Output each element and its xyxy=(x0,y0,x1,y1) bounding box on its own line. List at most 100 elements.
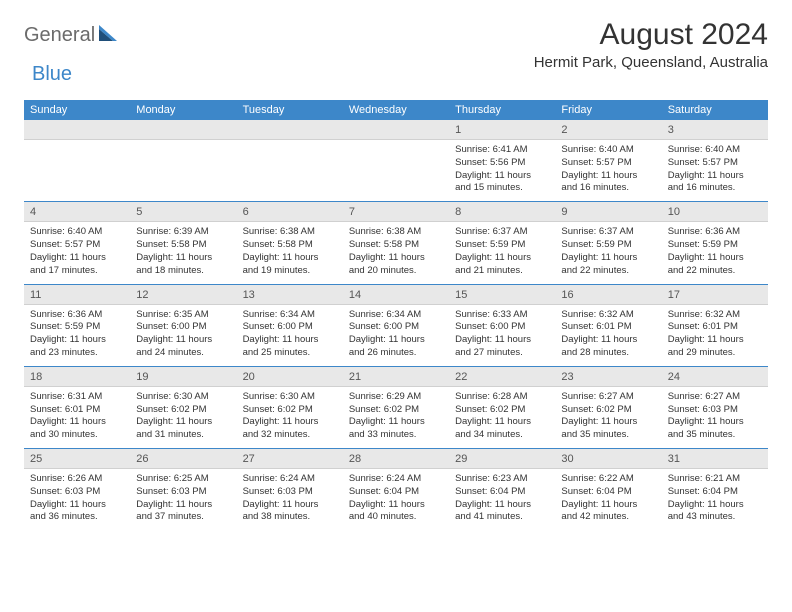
day-cell: Sunrise: 6:25 AMSunset: 6:03 PMDaylight:… xyxy=(130,469,236,530)
day-number: 3 xyxy=(662,120,768,139)
day-detail-line: Sunset: 6:01 PM xyxy=(668,321,762,334)
day-detail-line: Sunrise: 6:30 AM xyxy=(136,391,230,404)
day-detail-line: Sunrise: 6:38 AM xyxy=(349,226,443,239)
day-detail-line: Sunrise: 6:24 AM xyxy=(243,473,337,486)
day-detail-line: Sunrise: 6:40 AM xyxy=(30,226,124,239)
day-detail-line: Sunset: 6:02 PM xyxy=(243,404,337,417)
day-number: 8 xyxy=(449,202,555,221)
day-detail-line: Sunrise: 6:36 AM xyxy=(30,309,124,322)
day-cell: Sunrise: 6:34 AMSunset: 6:00 PMDaylight:… xyxy=(237,305,343,366)
day-detail-line: Sunset: 6:00 PM xyxy=(455,321,549,334)
day-number: 5 xyxy=(130,202,236,221)
day-cell: Sunrise: 6:38 AMSunset: 5:58 PMDaylight:… xyxy=(237,222,343,283)
day-detail-line: Sunset: 6:02 PM xyxy=(136,404,230,417)
day-detail-line: Daylight: 11 hours xyxy=(561,416,655,429)
day-detail-line: Sunset: 6:03 PM xyxy=(136,486,230,499)
day-number: 15 xyxy=(449,285,555,304)
day-cell: Sunrise: 6:32 AMSunset: 6:01 PMDaylight:… xyxy=(662,305,768,366)
day-number xyxy=(130,120,236,139)
day-detail-line: Sunset: 5:57 PM xyxy=(561,157,655,170)
day-number: 1 xyxy=(449,120,555,139)
day-number xyxy=(237,120,343,139)
week-row: 18192021222324Sunrise: 6:31 AMSunset: 6:… xyxy=(24,367,768,449)
day-number: 31 xyxy=(662,449,768,468)
day-detail-line: Daylight: 11 hours xyxy=(561,334,655,347)
day-detail-line: Sunrise: 6:25 AM xyxy=(136,473,230,486)
brand-text-2: Blue xyxy=(32,63,72,86)
day-number-row: 45678910 xyxy=(24,202,768,222)
day-detail-line: Sunrise: 6:37 AM xyxy=(561,226,655,239)
day-detail-line: Sunrise: 6:23 AM xyxy=(455,473,549,486)
day-detail-line: Daylight: 11 hours xyxy=(349,252,443,265)
day-detail-line: Sunset: 6:02 PM xyxy=(349,404,443,417)
day-detail-line: Daylight: 11 hours xyxy=(349,334,443,347)
day-detail-line: and 31 minutes. xyxy=(136,429,230,442)
calendar-page: General August 2024 Hermit Park, Queensl… xyxy=(0,0,792,542)
day-detail-line: Sunset: 6:04 PM xyxy=(668,486,762,499)
day-cell: Sunrise: 6:36 AMSunset: 5:59 PMDaylight:… xyxy=(24,305,130,366)
weekday-header: Friday xyxy=(555,100,661,120)
day-detail-line: Sunset: 5:58 PM xyxy=(243,239,337,252)
day-detail-line: Daylight: 11 hours xyxy=(668,252,762,265)
day-cell: Sunrise: 6:24 AMSunset: 6:03 PMDaylight:… xyxy=(237,469,343,530)
day-number: 20 xyxy=(237,367,343,386)
day-detail-line: Sunset: 6:00 PM xyxy=(243,321,337,334)
day-number: 7 xyxy=(343,202,449,221)
month-title: August 2024 xyxy=(534,18,768,52)
day-detail-line: Sunset: 5:58 PM xyxy=(136,239,230,252)
day-detail-line: Sunset: 5:57 PM xyxy=(30,239,124,252)
day-detail-line: Daylight: 11 hours xyxy=(455,499,549,512)
brand-text-1: General xyxy=(24,24,95,47)
location-text: Hermit Park, Queensland, Australia xyxy=(534,54,768,71)
day-detail-line: Daylight: 11 hours xyxy=(136,252,230,265)
day-number: 29 xyxy=(449,449,555,468)
day-cell: Sunrise: 6:39 AMSunset: 5:58 PMDaylight:… xyxy=(130,222,236,283)
day-cell: Sunrise: 6:21 AMSunset: 6:04 PMDaylight:… xyxy=(662,469,768,530)
day-detail-line: Daylight: 11 hours xyxy=(243,499,337,512)
brand-flag-icon xyxy=(99,25,121,46)
day-detail-line: Sunrise: 6:22 AM xyxy=(561,473,655,486)
day-cell: Sunrise: 6:41 AMSunset: 5:56 PMDaylight:… xyxy=(449,140,555,201)
weeks-container: 123Sunrise: 6:41 AMSunset: 5:56 PMDaylig… xyxy=(24,120,768,530)
day-detail-line: Sunset: 6:03 PM xyxy=(30,486,124,499)
day-number: 27 xyxy=(237,449,343,468)
day-detail-line: and 19 minutes. xyxy=(243,265,337,278)
day-detail-line: Sunset: 6:00 PM xyxy=(136,321,230,334)
day-detail-line: Daylight: 11 hours xyxy=(136,499,230,512)
day-detail-line: Sunrise: 6:28 AM xyxy=(455,391,549,404)
day-detail-line: Sunset: 5:57 PM xyxy=(668,157,762,170)
day-detail-line: Daylight: 11 hours xyxy=(455,416,549,429)
day-detail-line: Sunset: 5:59 PM xyxy=(668,239,762,252)
day-detail-line: Sunrise: 6:30 AM xyxy=(243,391,337,404)
day-detail-line: and 22 minutes. xyxy=(561,265,655,278)
day-detail-line: Sunset: 6:00 PM xyxy=(349,321,443,334)
day-detail-line: Sunrise: 6:37 AM xyxy=(455,226,549,239)
day-detail-line: Sunset: 6:03 PM xyxy=(668,404,762,417)
day-detail-line: Daylight: 11 hours xyxy=(561,170,655,183)
day-detail-line: and 37 minutes. xyxy=(136,511,230,524)
day-detail-line: and 32 minutes. xyxy=(243,429,337,442)
day-detail-line: and 15 minutes. xyxy=(455,182,549,195)
day-detail-line: and 29 minutes. xyxy=(668,347,762,360)
day-detail-line: and 35 minutes. xyxy=(668,429,762,442)
day-content-row: Sunrise: 6:31 AMSunset: 6:01 PMDaylight:… xyxy=(24,387,768,448)
day-detail-line: Daylight: 11 hours xyxy=(668,334,762,347)
day-detail-line: and 41 minutes. xyxy=(455,511,549,524)
day-detail-line: Daylight: 11 hours xyxy=(349,416,443,429)
day-cell: Sunrise: 6:40 AMSunset: 5:57 PMDaylight:… xyxy=(555,140,661,201)
day-detail-line: Sunset: 6:01 PM xyxy=(30,404,124,417)
day-detail-line: Sunset: 6:04 PM xyxy=(561,486,655,499)
day-detail-line: Sunrise: 6:27 AM xyxy=(668,391,762,404)
day-cell: Sunrise: 6:27 AMSunset: 6:02 PMDaylight:… xyxy=(555,387,661,448)
week-row: 11121314151617Sunrise: 6:36 AMSunset: 5:… xyxy=(24,285,768,367)
day-detail-line: Sunrise: 6:35 AM xyxy=(136,309,230,322)
day-detail-line: Sunrise: 6:38 AM xyxy=(243,226,337,239)
day-cell: Sunrise: 6:40 AMSunset: 5:57 PMDaylight:… xyxy=(662,140,768,201)
weekday-header: Sunday xyxy=(24,100,130,120)
day-detail-line: Daylight: 11 hours xyxy=(30,499,124,512)
day-cell: Sunrise: 6:37 AMSunset: 5:59 PMDaylight:… xyxy=(555,222,661,283)
day-detail-line: and 24 minutes. xyxy=(136,347,230,360)
day-number: 10 xyxy=(662,202,768,221)
day-detail-line: Sunset: 6:01 PM xyxy=(561,321,655,334)
day-cell: Sunrise: 6:30 AMSunset: 6:02 PMDaylight:… xyxy=(237,387,343,448)
